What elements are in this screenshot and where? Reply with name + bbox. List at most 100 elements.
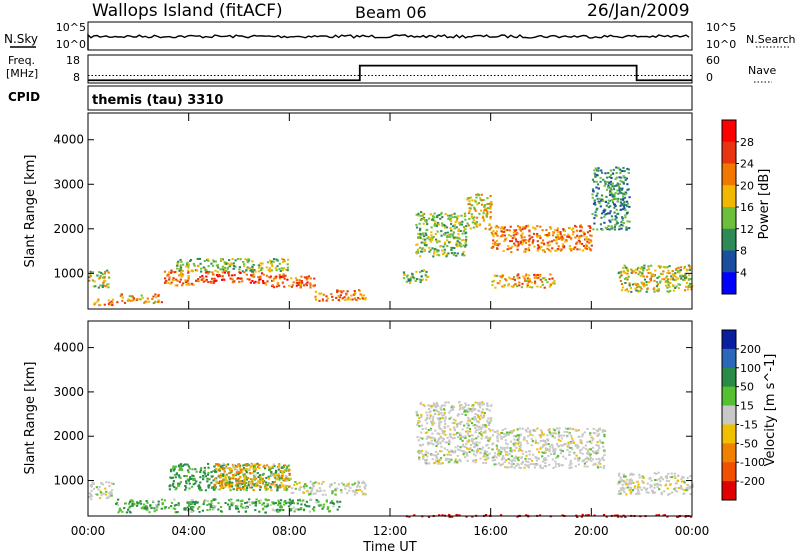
power-cell — [474, 209, 477, 212]
velocity-cell — [426, 452, 429, 455]
velocity-cell — [457, 445, 460, 448]
velocity-cell — [582, 459, 585, 462]
power-cell — [275, 269, 278, 272]
power-cell — [526, 248, 529, 251]
velocity-cell — [542, 444, 545, 447]
power-cell — [621, 216, 624, 219]
velocity-colorbar-tick-label: 15 — [740, 400, 754, 413]
power-cell — [227, 262, 230, 265]
velocity-cell — [255, 477, 258, 480]
power-cell — [314, 290, 317, 293]
velocity-cell — [469, 444, 473, 446]
velocity-cell — [572, 441, 575, 444]
power-cell — [223, 271, 226, 274]
velocity-cell — [470, 409, 473, 412]
power-cell — [551, 277, 554, 280]
power-cell — [428, 246, 431, 249]
velocity-cell — [438, 425, 441, 428]
velocity-cell — [115, 502, 118, 505]
velocity-cell — [474, 431, 477, 434]
velocity-cell — [536, 448, 539, 451]
power-cell — [616, 200, 620, 203]
velocity-cell — [581, 460, 584, 463]
power-cell — [451, 216, 454, 219]
power-cell — [541, 283, 544, 286]
velocity-cell — [626, 478, 629, 481]
velocity-cell — [544, 457, 547, 460]
velocity-cell — [220, 506, 223, 508]
power-cell — [231, 258, 234, 260]
power-cell — [492, 279, 496, 282]
power-cell — [647, 272, 650, 274]
velocity-cell — [110, 494, 113, 497]
power-cell — [178, 280, 181, 283]
velocity-cell — [238, 487, 241, 490]
velocity-cell — [231, 483, 234, 486]
velocity-cell — [453, 461, 456, 464]
power-cell — [556, 229, 559, 232]
velocity-cell — [591, 439, 594, 442]
velocity-colorbar-swatch — [722, 481, 736, 501]
power-cell — [620, 180, 623, 183]
velocity-cell — [438, 423, 441, 426]
velocity-cell — [318, 490, 321, 493]
power-cell — [615, 176, 618, 179]
power-cell — [536, 249, 539, 252]
velocity-cell — [273, 473, 276, 476]
power-cell — [499, 280, 502, 283]
velocity-cell — [444, 441, 447, 444]
power-cell — [426, 223, 429, 226]
power-cell — [544, 279, 547, 281]
velocity-cell — [437, 413, 440, 416]
power-cell — [657, 287, 660, 290]
power-cell — [238, 266, 241, 269]
power-cell — [336, 289, 339, 292]
power-cell — [623, 207, 626, 210]
power-cell — [97, 286, 100, 289]
power-cell — [549, 226, 552, 229]
power-cell — [259, 262, 262, 265]
velocity-cell — [458, 401, 461, 404]
power-cell — [196, 258, 199, 260]
velocity-cell — [232, 475, 235, 478]
power-cell — [111, 298, 115, 301]
power-cell — [438, 254, 441, 257]
power-cell — [120, 293, 123, 296]
power-cell — [298, 281, 301, 284]
velocity-cell — [636, 487, 639, 490]
velocity-cell — [230, 498, 233, 501]
power-cell — [483, 218, 486, 221]
power-cell — [432, 215, 435, 218]
velocity-cell — [174, 508, 177, 511]
velocity-cell — [636, 492, 639, 495]
velocity-cell — [313, 506, 316, 509]
velocity-cell — [548, 445, 552, 448]
power-cell — [449, 236, 452, 239]
power-cell — [582, 249, 585, 252]
power-cell — [190, 282, 193, 285]
power-cell — [278, 273, 281, 276]
velocity-cell — [215, 477, 218, 480]
velocity-cell — [468, 427, 472, 430]
power-cell — [626, 167, 629, 170]
velocity-cell — [428, 408, 431, 411]
velocity-cell — [278, 478, 281, 481]
velocity-cell — [238, 476, 241, 479]
velocity-cell — [271, 508, 274, 511]
velocity-cell — [146, 506, 149, 509]
power-cell — [101, 273, 104, 276]
power-cell — [279, 270, 282, 272]
velocity-cell — [433, 454, 436, 457]
velocity-cell — [253, 501, 256, 504]
velocity-cell — [228, 472, 231, 475]
power-cell — [611, 201, 614, 204]
power-cell — [585, 245, 588, 248]
power-cell — [636, 289, 639, 292]
velocity-cell — [428, 417, 431, 420]
velocity-cell — [469, 430, 472, 433]
velocity-cell — [202, 476, 205, 479]
velocity-cell — [250, 486, 254, 489]
power-cell — [615, 166, 618, 169]
velocity-cell — [482, 416, 485, 419]
velocity-cell — [506, 431, 509, 434]
